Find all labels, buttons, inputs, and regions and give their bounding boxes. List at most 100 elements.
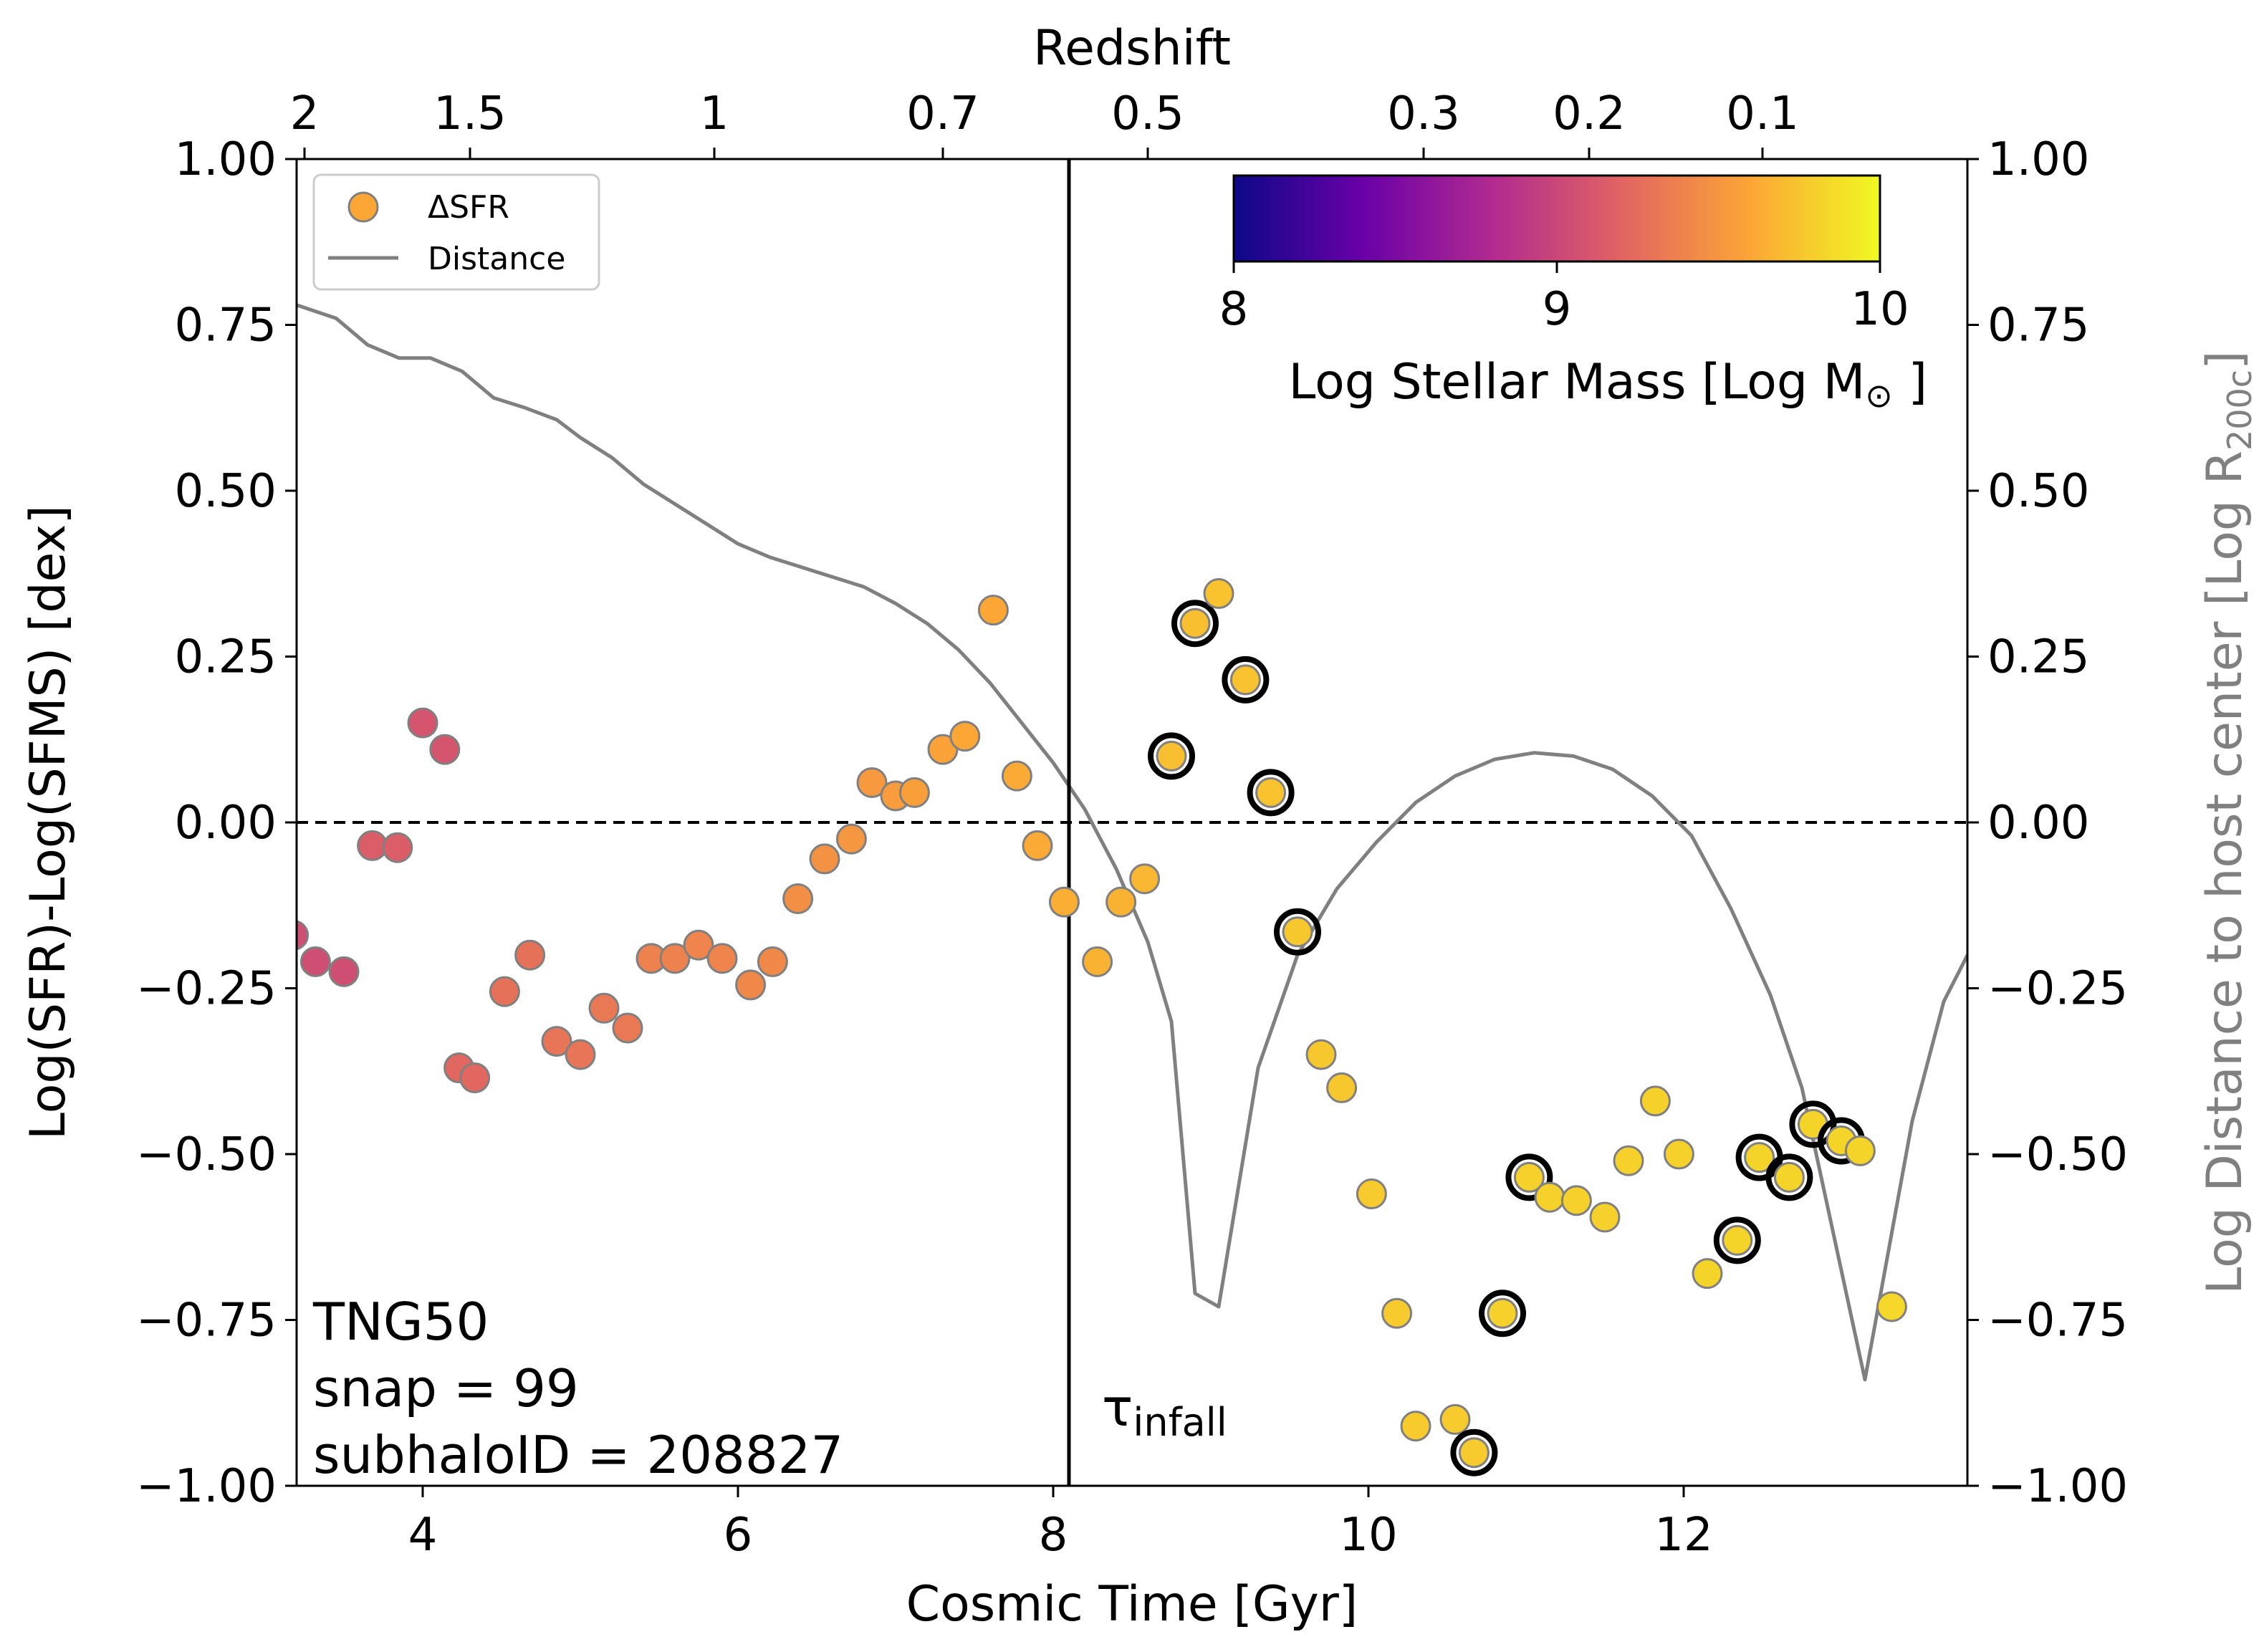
colorbar-tick-label: 10: [1851, 283, 1909, 336]
data-point: [1773, 1161, 1805, 1193]
data-point: [1744, 1142, 1775, 1173]
data-point: [1722, 1224, 1753, 1256]
point-highlight-ring: [1222, 655, 1270, 703]
data-point: [1560, 1185, 1592, 1216]
point-highlight-ring: [1247, 769, 1295, 817]
data-point: [1255, 777, 1287, 808]
y2-tick-label: 0.25: [1987, 631, 2090, 684]
data-point: [1129, 863, 1161, 895]
data-point: [1203, 578, 1234, 610]
y2-axis-title: Log Distance to host center [Log R200c]: [2197, 350, 2259, 1294]
colorbar-tick-label: 8: [1219, 283, 1249, 336]
redshift-axis-ticks: 2 1.5 1 0.7 0.5 0.3 0.2 0.1: [290, 87, 1799, 159]
distance-series: [297, 303, 1967, 1382]
data-point: [429, 734, 461, 765]
data-point: [407, 707, 438, 739]
y2-tick-label: −0.75: [1987, 1295, 2128, 1348]
y2-axis-title-main: Log Distance to host center [Log R: [2197, 451, 2253, 1295]
y2-tick-label: 0.75: [1987, 299, 2090, 352]
simulation-annotation: TNG50 snap = 99 subhaloID = 208827: [312, 1292, 843, 1485]
colorbar-ticks: 8 9 10: [1219, 261, 1909, 336]
data-point: [1534, 1181, 1565, 1213]
y-tick-label: 0.25: [175, 631, 277, 684]
y2-tick-label: 0.00: [1987, 797, 2090, 850]
infall-label-sub: infall: [1133, 1400, 1227, 1445]
colorbar-gradient: [1232, 174, 1881, 263]
data-point: [1105, 886, 1137, 918]
y2-tick-label: 0.50: [1987, 465, 2090, 518]
data-point: [1639, 1085, 1671, 1117]
redshift-tick-label: 0.7: [906, 87, 979, 140]
colorbar-label-sub: ⊙: [1865, 376, 1893, 415]
data-point: [489, 976, 520, 1007]
annotation-line-3: subhaloID = 208827: [313, 1425, 843, 1485]
data-point: [683, 929, 714, 961]
data-point: [297, 920, 310, 951]
data-point: [898, 777, 930, 808]
data-point: [1692, 1258, 1723, 1290]
y-tick-label: −0.25: [136, 963, 277, 1016]
y-tick-label: −0.75: [136, 1295, 277, 1348]
data-point: [459, 1062, 491, 1094]
y-tick-label: −0.50: [136, 1128, 277, 1181]
data-point: [565, 1039, 596, 1070]
redshift-tick-label: 0.2: [1553, 87, 1626, 140]
redshift-tick-label: 0.3: [1387, 87, 1460, 140]
data-point: [1487, 1297, 1518, 1329]
point-highlight-ring: [1450, 1428, 1498, 1476]
y-axis-ticks: 1.00 0.75 0.50 0.25 0.00 −0.25 −0.50 −0.75 −1.00: [136, 133, 297, 1513]
data-point: [1082, 946, 1113, 977]
data-point: [735, 969, 767, 1001]
point-highlight-ring: [1713, 1216, 1761, 1264]
y2-axis-title-sub: 200c: [2220, 370, 2259, 451]
data-point: [1513, 1161, 1545, 1193]
data-point: [1326, 1072, 1358, 1103]
data-point: [1589, 1201, 1621, 1233]
legend: ΔSFR Distance: [312, 173, 600, 291]
y2-tick-label: −0.25: [1987, 963, 2128, 1016]
legend-line-label: Distance: [428, 241, 565, 277]
data-point: [706, 943, 738, 974]
data-point: [977, 595, 1009, 626]
x-axis-title: Cosmic Time [Gyr]: [906, 1576, 1358, 1633]
infall-label: τinfall: [1102, 1378, 1227, 1445]
annotation-line-1: TNG50: [312, 1292, 489, 1352]
legend-box: [312, 173, 600, 291]
y-tick-label: 1.00: [175, 133, 277, 186]
y2-tick-label: −0.50: [1987, 1128, 2128, 1181]
y2-tick-label: 1.00: [1987, 133, 2090, 186]
data-point: [1400, 1411, 1431, 1442]
data-point: [514, 939, 546, 971]
redshift-tick-label: 2: [290, 87, 320, 140]
y-tick-label: 0.75: [175, 299, 277, 352]
x-tick-label: 6: [724, 1509, 753, 1562]
data-point: [809, 843, 840, 875]
point-highlight-ring: [1274, 908, 1321, 956]
data-point: [1356, 1178, 1387, 1210]
y-tick-label: 0.50: [175, 465, 277, 518]
data-point: [299, 946, 331, 977]
data-point: [1458, 1437, 1490, 1469]
distance-line: [297, 303, 1967, 1382]
redshift-tick-label: 0.1: [1726, 87, 1799, 140]
top-axis-title: Redshift: [1033, 20, 1231, 77]
point-highlight-ring: [1148, 732, 1195, 780]
data-point: [1156, 740, 1187, 772]
data-point: [757, 946, 788, 977]
colorbar: 8 9 10 Log Stellar Mass [Log M⊙ ]: [1219, 174, 1927, 415]
data-point: [1381, 1297, 1413, 1329]
annotation-line-2: snap = 99: [313, 1358, 579, 1418]
data-point: [1663, 1138, 1694, 1170]
point-highlight-ring: [1171, 600, 1219, 648]
data-point: [1844, 1135, 1876, 1166]
infall-label-tau: τ: [1102, 1378, 1133, 1438]
redshift-tick-label: 0.5: [1111, 87, 1184, 140]
data-point: [588, 992, 620, 1024]
point-highlight-ring: [1479, 1290, 1526, 1338]
data-point: [1022, 830, 1053, 861]
x-tick-label: 4: [408, 1509, 438, 1562]
colorbar-label-main: Log Stellar Mass [Log M: [1288, 354, 1865, 410]
y-tick-label: 0.00: [175, 797, 277, 850]
colorbar-tick-label: 9: [1543, 283, 1572, 336]
